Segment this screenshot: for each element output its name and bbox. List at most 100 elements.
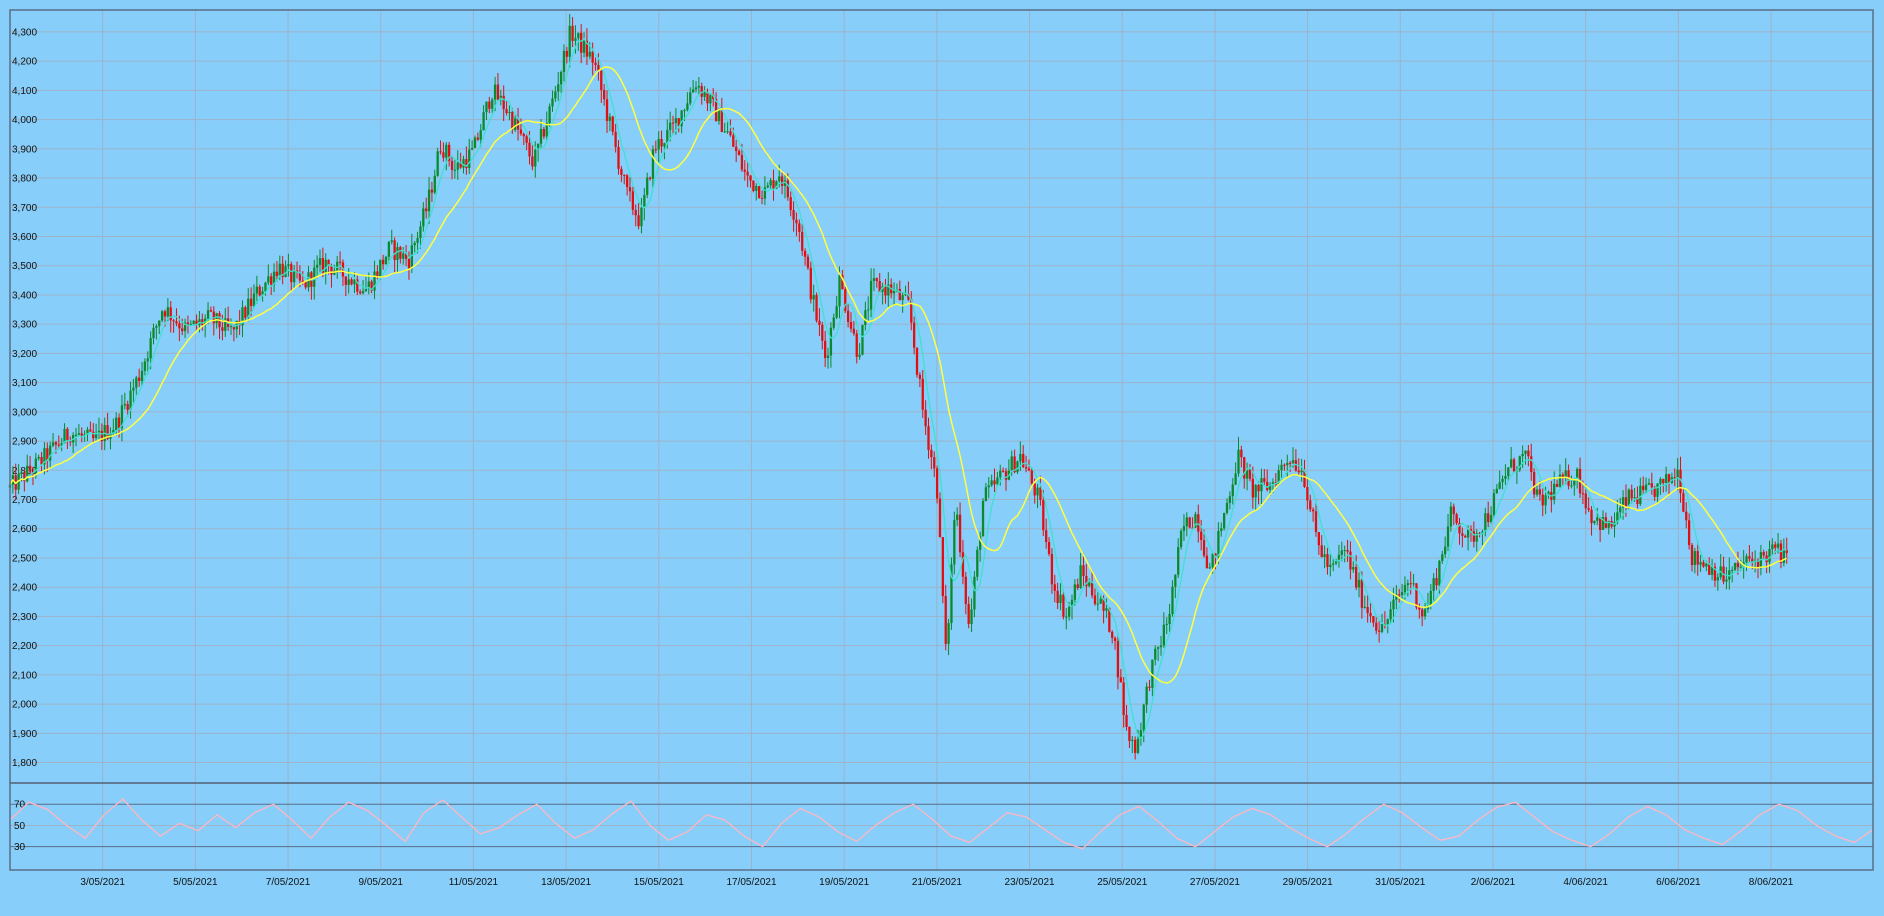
candle-up — [892, 289, 896, 294]
candle-up — [1337, 554, 1341, 560]
candle-down — [1243, 457, 1246, 479]
price-axis-label: 3,000 — [12, 407, 37, 418]
candle-down — [789, 197, 792, 211]
candle-up — [1185, 517, 1188, 527]
candle-down — [1024, 467, 1028, 469]
candle-down — [671, 122, 675, 124]
candle-up — [63, 428, 66, 444]
candle-down — [729, 131, 732, 136]
candle-up — [703, 92, 706, 97]
candle-down — [92, 431, 95, 439]
candle-up — [766, 185, 769, 188]
candle-down — [605, 99, 609, 121]
candle-down — [801, 231, 804, 251]
candle-up — [1507, 467, 1510, 477]
candle-down — [1642, 485, 1645, 491]
candle-down — [1303, 470, 1306, 487]
candle-down — [1355, 566, 1358, 588]
candle-up — [1570, 485, 1573, 487]
candle-down — [1317, 532, 1321, 546]
candle-up — [1177, 547, 1180, 575]
candle-up — [1019, 453, 1022, 462]
candle-down — [1653, 487, 1656, 497]
candle-up — [901, 295, 904, 301]
candle-up — [1446, 526, 1450, 547]
candle-down — [1398, 594, 1401, 596]
candle-up — [950, 564, 953, 624]
candle-down — [249, 298, 253, 306]
candle-down — [169, 307, 172, 321]
candle-up — [1245, 469, 1249, 479]
candle-up — [669, 122, 672, 130]
candle-down — [898, 288, 901, 301]
candle-up — [1136, 738, 1140, 753]
date-axis-label: 5/05/2021 — [173, 877, 218, 888]
candle-up — [858, 354, 861, 357]
candle-down — [623, 174, 626, 176]
candle-up — [1518, 456, 1521, 470]
candle-down — [944, 595, 947, 644]
oscillator-panel-frame — [9, 782, 1874, 871]
candle-up — [287, 264, 290, 267]
date-axis-label: 13/05/2021 — [541, 877, 591, 888]
candle-up — [1363, 606, 1366, 608]
candle-down — [706, 92, 709, 104]
candle-down — [496, 84, 500, 100]
candle-down — [603, 90, 606, 100]
candle-up — [643, 194, 646, 208]
candle-down — [138, 377, 141, 382]
candle-down — [209, 310, 213, 312]
candle-down — [878, 281, 881, 293]
candle-up — [869, 280, 873, 310]
oscillator-axis-label: 30 — [14, 842, 26, 853]
candle-down — [620, 168, 623, 175]
candle-up — [1357, 579, 1361, 588]
candle-up — [473, 137, 477, 149]
candle-up — [548, 106, 551, 124]
candle-up — [534, 149, 537, 167]
candle-down — [1266, 481, 1269, 490]
candle-down — [175, 321, 178, 324]
candle-down — [186, 322, 190, 325]
candle-down — [585, 40, 589, 57]
candle-up — [1268, 484, 1272, 490]
candle-up — [1171, 586, 1174, 614]
candle-up — [422, 208, 425, 227]
candle-up — [1492, 493, 1496, 516]
candle-up — [1495, 488, 1498, 494]
candle-up — [514, 118, 517, 130]
candle-up — [778, 176, 781, 182]
candle-down — [806, 256, 810, 268]
candle-up — [1156, 647, 1160, 649]
candle-up — [224, 318, 227, 331]
candle-up — [680, 110, 683, 127]
price-axis-label: 3,800 — [12, 174, 37, 185]
candle-down — [1042, 499, 1045, 531]
candle-up — [1524, 450, 1527, 454]
candle-down — [1375, 622, 1378, 631]
candle-up — [390, 240, 393, 243]
price-axis-label: 1,800 — [12, 758, 37, 769]
candle-down — [1736, 562, 1740, 568]
candle-up — [726, 131, 729, 133]
candle-up — [1601, 517, 1605, 530]
candle-down — [1779, 543, 1783, 563]
candle-up — [1656, 483, 1659, 497]
candle-up — [990, 480, 993, 486]
candle-up — [97, 430, 101, 433]
candle-up — [1088, 582, 1091, 587]
candle-up — [1547, 491, 1550, 496]
candle-up — [1182, 526, 1186, 531]
candle-down — [732, 135, 735, 147]
candle-up — [402, 253, 405, 259]
candle-up — [353, 279, 356, 285]
candle-up — [651, 149, 655, 179]
candle-up — [1429, 590, 1432, 605]
candle-up — [1633, 497, 1636, 499]
candle-up — [1291, 460, 1295, 464]
candle-down — [964, 576, 967, 605]
candle-up — [723, 131, 726, 133]
candle-down — [1320, 545, 1323, 557]
candle-down — [439, 151, 442, 153]
candle-up — [37, 457, 40, 459]
